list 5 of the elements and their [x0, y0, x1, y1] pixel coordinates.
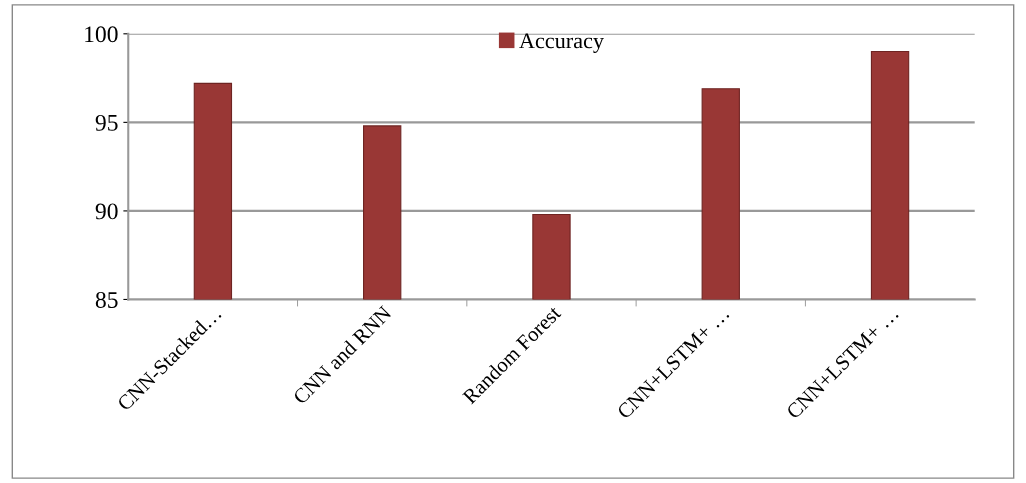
y-tick-label: 90 — [95, 203, 118, 220]
legend-label: Accuracy — [519, 33, 604, 53]
y-tick-label: 85 — [95, 291, 118, 308]
y-tick-label: 100 — [85, 26, 118, 43]
y-tick-label: 95 — [95, 114, 118, 131]
